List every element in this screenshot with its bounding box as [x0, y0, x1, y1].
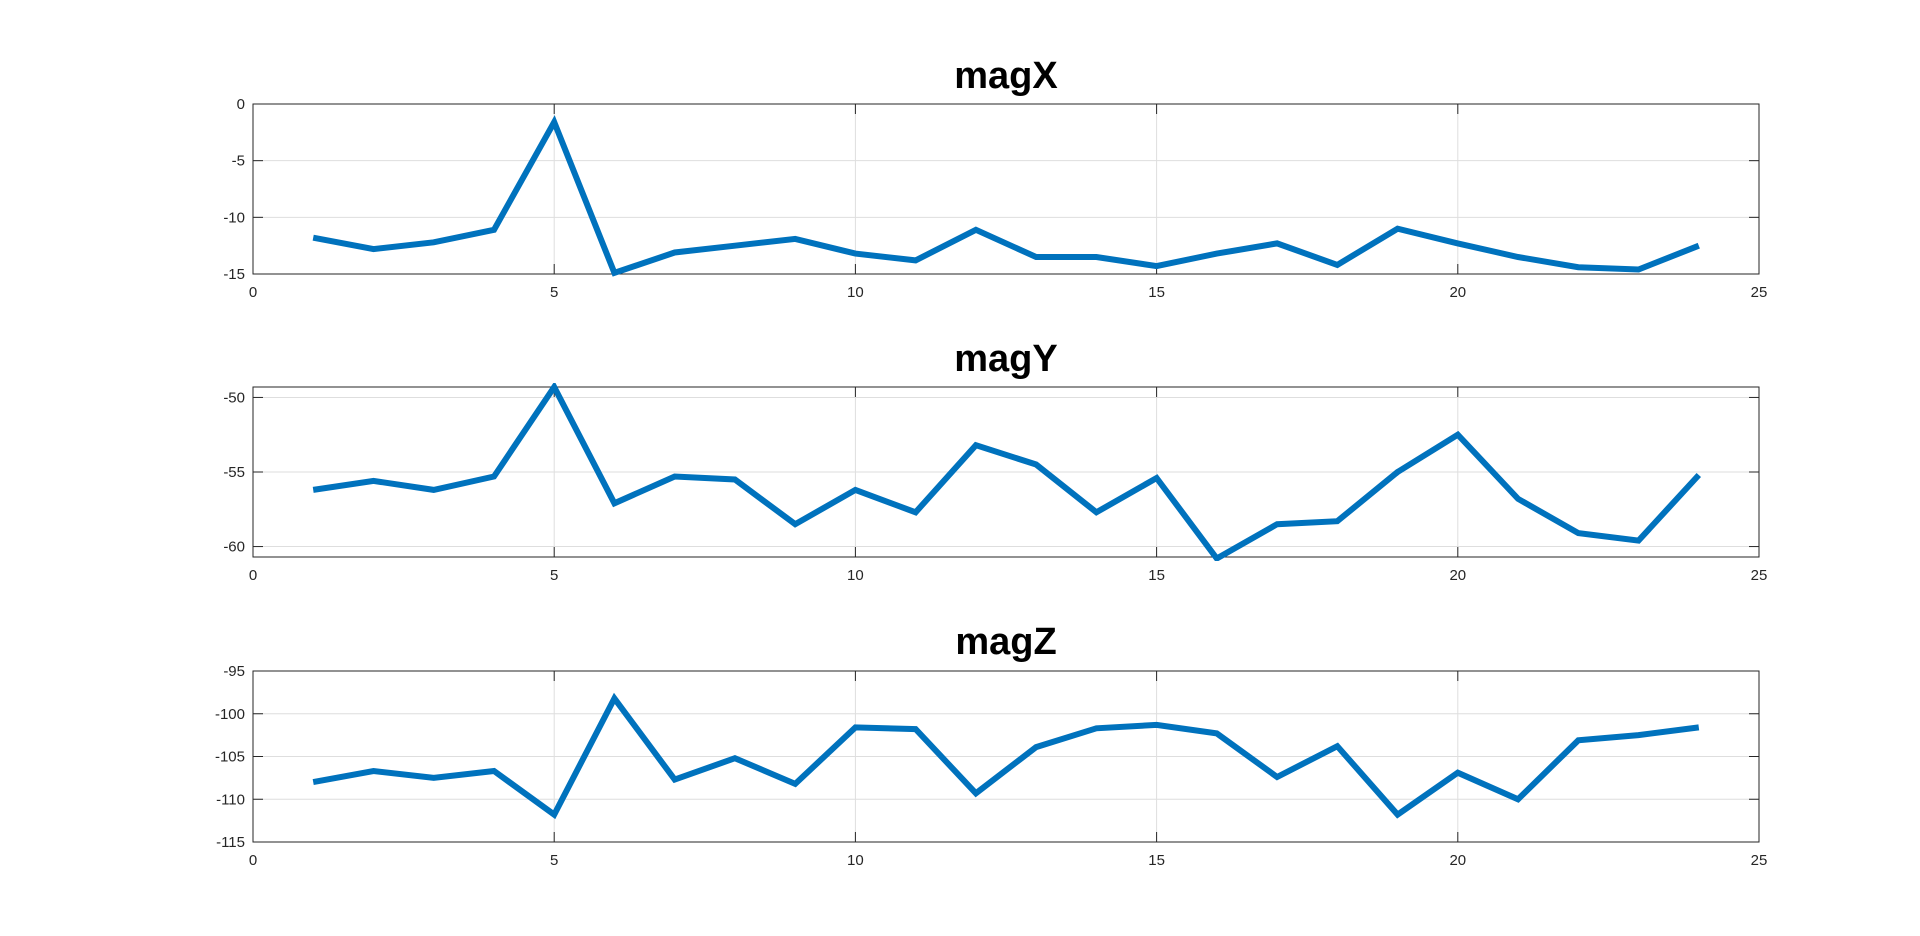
x-tick-label: 15: [1148, 852, 1165, 869]
chart-title: magX: [954, 55, 1058, 97]
y-tick-label: -115: [216, 834, 245, 851]
y-tick-label: 0: [237, 96, 245, 113]
y-tick-label: -60: [223, 539, 245, 556]
y-tick-label: -100: [215, 706, 245, 723]
series-line: [312, 383, 1702, 561]
x-tick-label: 25: [1751, 567, 1768, 584]
axes-frame: [252, 670, 1760, 843]
x-tick-label: 20: [1449, 284, 1466, 301]
x-tick-label: 0: [249, 284, 257, 301]
x-tick-label: 15: [1148, 567, 1165, 584]
axes-frame: [252, 386, 1760, 558]
x-tick-label: 10: [847, 284, 864, 301]
x-tick-label: 20: [1449, 852, 1466, 869]
y-tick-label: -105: [215, 749, 245, 766]
y-tick-label: -95: [223, 663, 245, 680]
x-tick-label: 5: [550, 284, 558, 301]
y-tick-label: -15: [223, 266, 245, 283]
y-tick-label: -10: [223, 209, 245, 226]
subplot-magZ: 0 5 10 15 20 25 -95 -100 -105 -110 -115 magZ: [215, 621, 1767, 869]
series-line: [312, 692, 1700, 820]
chart-title: magZ: [955, 621, 1056, 663]
x-tick-label: 0: [249, 852, 257, 869]
y-tick-label: -55: [223, 464, 245, 481]
series-line: [312, 115, 1700, 277]
x-tick-label: 25: [1751, 284, 1768, 301]
y-tick-label: -50: [223, 389, 245, 406]
chart-title: magY: [954, 338, 1057, 380]
y-tick-label: -5: [232, 153, 245, 170]
subplot-magX: 0 5 10 15 20 25 0 -5 -10 -15 magX: [223, 55, 1767, 301]
x-tick-label: 5: [550, 852, 558, 869]
y-tick-label: -110: [216, 791, 245, 808]
x-tick-label: 15: [1148, 284, 1165, 301]
x-tick-label: 10: [847, 852, 864, 869]
x-tick-label: 5: [550, 567, 558, 584]
x-tick-label: 0: [249, 567, 257, 584]
axes-frame: [252, 103, 1760, 275]
subplot-magY: 0 5 10 15 20 25 -50 -55 -60 magY: [223, 338, 1767, 584]
x-tick-label: 25: [1751, 852, 1768, 869]
x-tick-label: 10: [847, 567, 864, 584]
x-tick-label: 20: [1449, 567, 1466, 584]
